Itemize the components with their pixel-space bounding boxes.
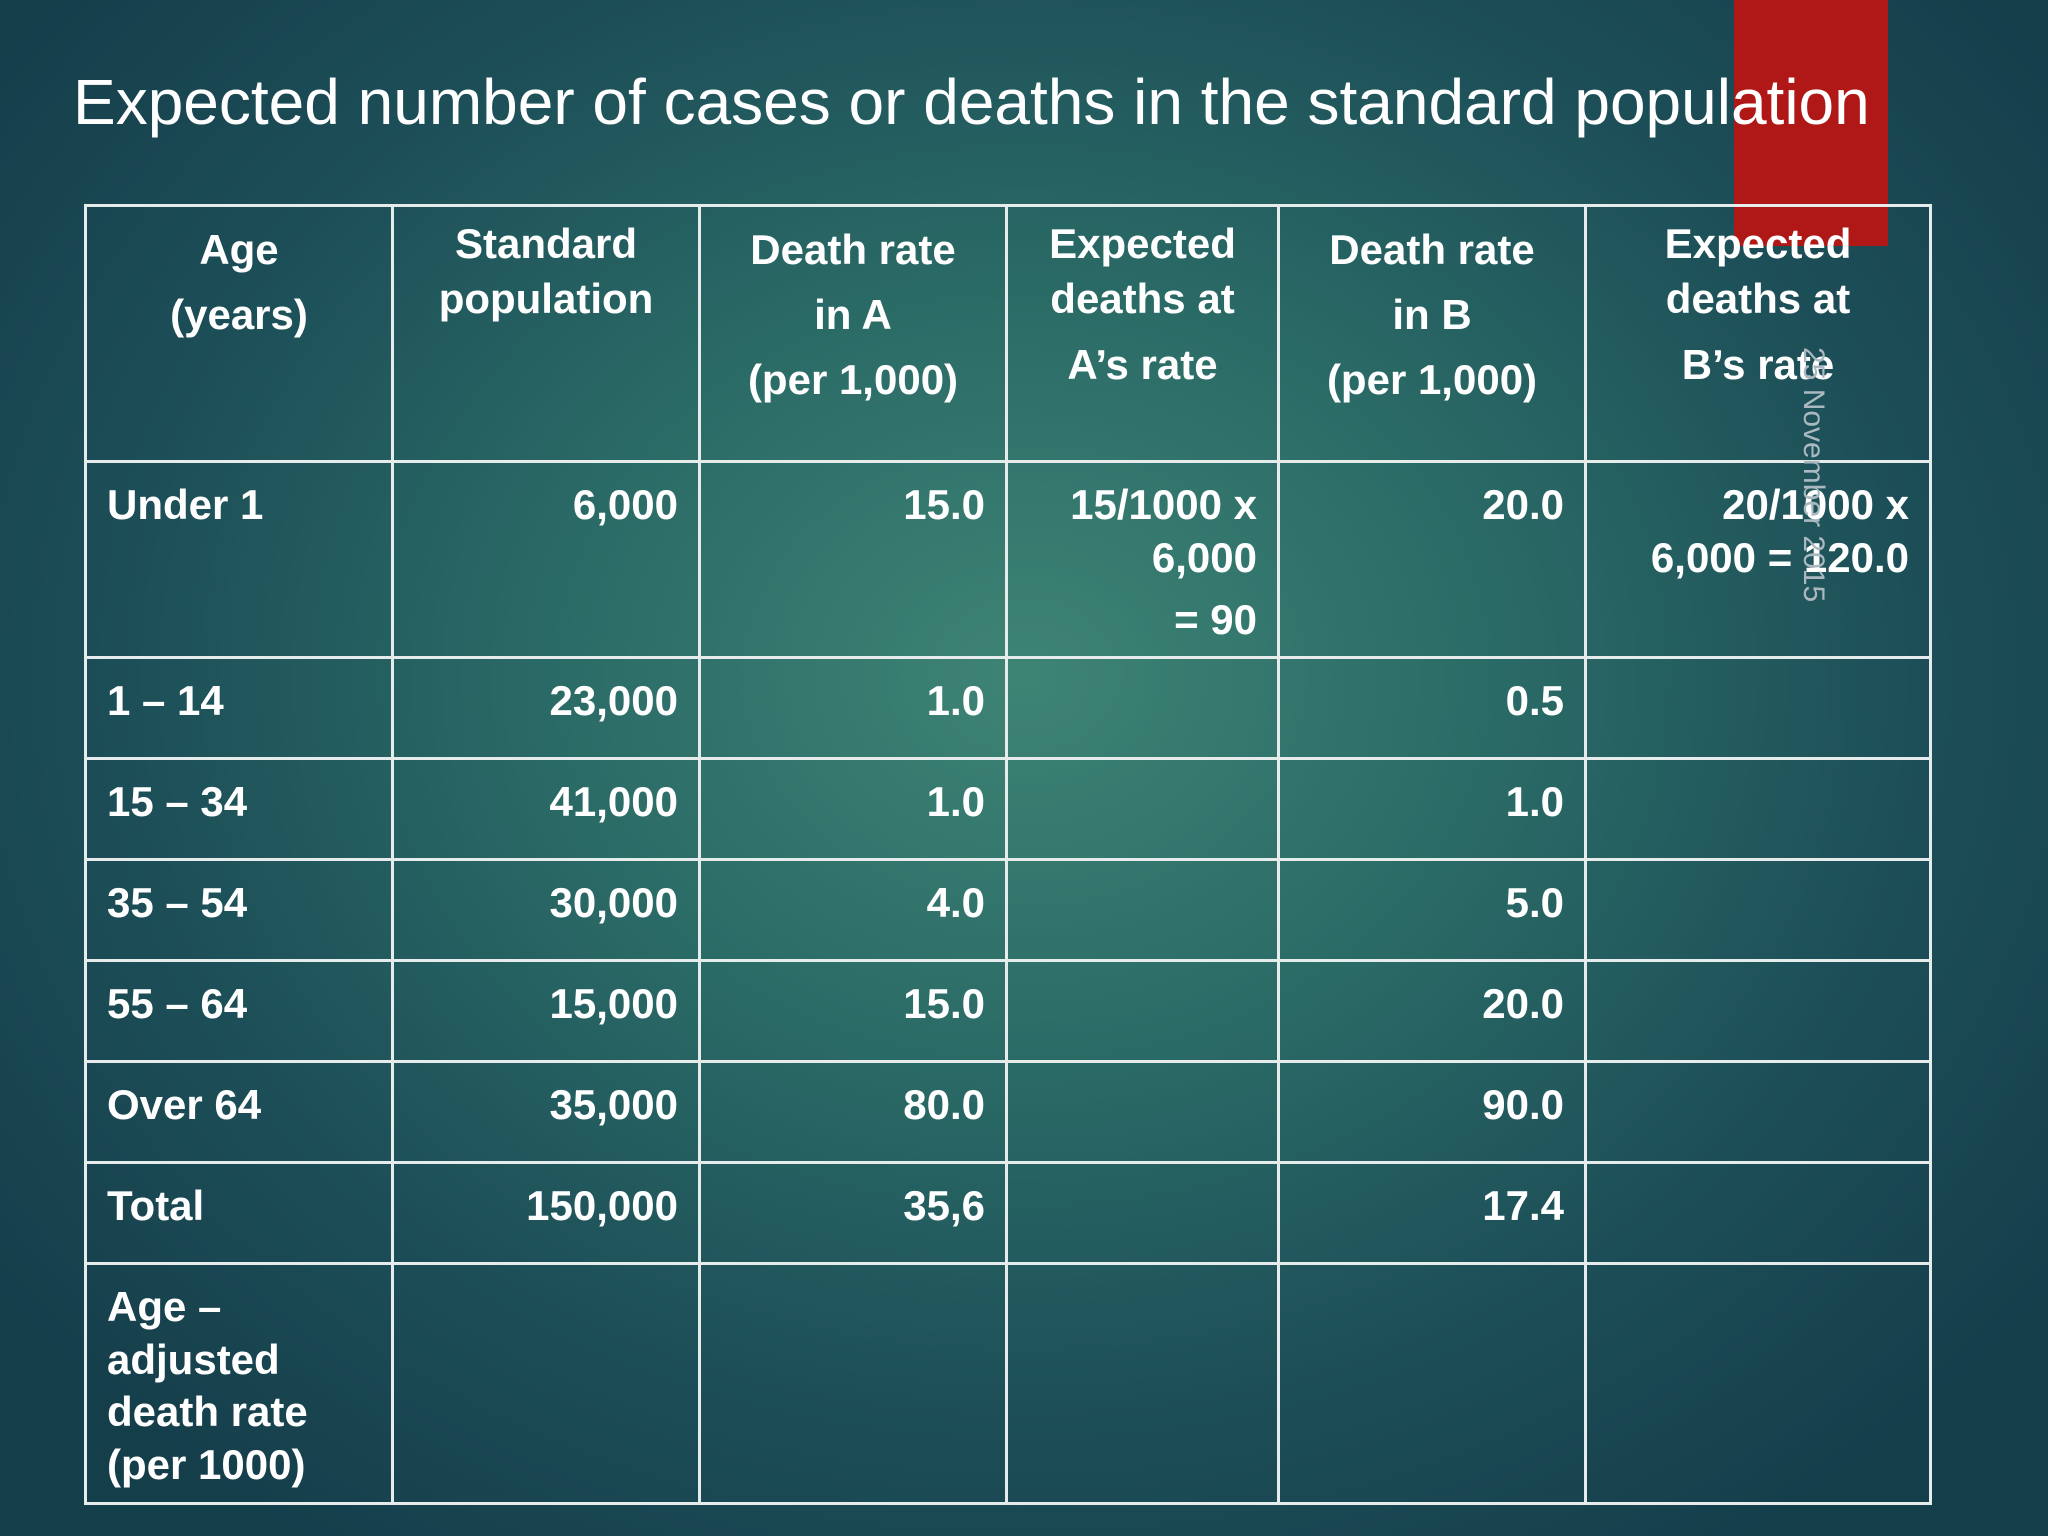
header-expected-deaths-a: Expected deaths at A’s rate [1005,204,1280,463]
expected-a-line-3: = 90 [1174,596,1257,643]
rate-b-cell: 5.0 [1277,858,1587,962]
population-cell: 15,000 [391,959,701,1063]
expected-b-line-1: 20/1000 x [1722,481,1909,528]
expected-b-cell [1584,656,1932,760]
rate-a-cell: 4.0 [698,858,1008,962]
population-cell [391,1262,701,1505]
expected-a-cell: 15/1000 x 6,000 = 90 [1005,460,1280,659]
age-cell: 15 – 34 [84,757,394,861]
age-cell: Over 64 [84,1060,394,1164]
rate-a-cell: 35,6 [698,1161,1008,1265]
rate-a-cell: 80.0 [698,1060,1008,1164]
table-row: 1 – 14 23,000 1.0 0.5 [84,656,1932,760]
population-cell: 150,000 [391,1161,701,1265]
standardization-table: Age (years) Standard population Death ra… [84,204,1932,1505]
expected-b-cell: 20/1000 x 6,000 = 120.0 [1584,460,1932,659]
expected-b-cell [1584,757,1932,861]
table-row: 15 – 34 41,000 1.0 1.0 [84,757,1932,861]
age-cell: Under 1 [84,460,394,659]
age-cell: 1 – 14 [84,656,394,760]
header-death-rate-a: Death rate in A (per 1,000) [698,204,1008,463]
expected-b-cell [1584,858,1932,962]
adjusted-label-line-4: (per 1000) [107,1440,306,1488]
header-expected-b-line-1: Expected [1664,220,1852,267]
adjusted-label-line-1: Age – [107,1283,222,1330]
expected-a-cell [1005,1161,1280,1265]
population-cell: 6,000 [391,460,701,659]
expected-a-cell [1005,858,1280,962]
rate-b-cell: 17.4 [1277,1161,1587,1265]
rate-b-cell: 20.0 [1277,959,1587,1063]
header-standard-population: Standard population [391,204,701,463]
expected-b-cell [1584,1262,1932,1505]
age-cell: Total [84,1161,394,1265]
expected-b-line-2: 6,000 = 120.0 [1650,533,1909,581]
expected-a-cell [1005,757,1280,861]
expected-a-line-2: 6,000 [1151,533,1257,581]
total-row: Total 150,000 35,6 17.4 [84,1161,1932,1265]
header-rate-b-line-2: in B [1392,291,1472,339]
rate-b-cell: 20.0 [1277,460,1587,659]
age-adjusted-label: Age – adjusted death rate (per 1000) [84,1262,394,1505]
age-cell: 55 – 64 [84,959,394,1063]
population-cell: 35,000 [391,1060,701,1164]
rate-a-cell: 15.0 [698,460,1008,659]
header-expected-deaths-b: Expected deaths at B’s rate [1584,204,1932,463]
rate-b-cell: 1.0 [1277,757,1587,861]
header-rate-b-line-1: Death rate [1329,226,1535,273]
expected-a-cell [1005,1060,1280,1164]
expected-a-line-1: 15/1000 x [1070,481,1257,528]
header-rate-a-line-3: (per 1,000) [747,356,959,404]
header-expected-a-line-2: deaths at [1050,274,1235,322]
expected-b-cell [1584,1060,1932,1164]
rate-b-cell: 90.0 [1277,1060,1587,1164]
header-rate-b-line-3: (per 1,000) [1326,356,1538,404]
population-cell: 41,000 [391,757,701,861]
rate-a-cell: 1.0 [698,757,1008,861]
adjusted-label-line-3: death rate [107,1388,308,1435]
rate-a-cell: 1.0 [698,656,1008,760]
header-death-rate-b: Death rate in B (per 1,000) [1277,204,1587,463]
rate-b-cell: 0.5 [1277,656,1587,760]
header-expected-a-line-3: A’s rate [1067,341,1218,389]
expected-b-cell [1584,959,1932,1063]
rate-a-cell: 15.0 [698,959,1008,1063]
table-row: 55 – 64 15,000 15.0 20.0 [84,959,1932,1063]
expected-a-cell [1005,1262,1280,1505]
table-row: Under 1 6,000 15.0 15/1000 x 6,000 = 90 … [84,460,1932,659]
header-population-line-1: Standard [454,220,638,267]
expected-b-cell [1584,1161,1932,1265]
header-rate-a-line-2: in A [814,291,892,339]
rate-a-cell [698,1262,1008,1505]
expected-a-cell [1005,656,1280,760]
population-cell: 30,000 [391,858,701,962]
header-expected-a-line-1: Expected [1049,220,1236,267]
header-age-line-2: (years) [170,291,308,339]
header-age: Age (years) [84,204,394,463]
table-row: Over 64 35,000 80.0 90.0 [84,1060,1932,1164]
header-age-line-1: Age [199,226,279,273]
header-population-line-2: population [438,274,654,322]
date-stamp: 25 November 2015 [1797,347,1830,603]
rate-b-cell [1277,1262,1587,1505]
table-row: 35 – 54 30,000 4.0 5.0 [84,858,1932,962]
slide-title: Expected number of cases or deaths in th… [73,66,1870,138]
adjusted-label-line-2: adjusted [107,1335,280,1383]
age-adjusted-row: Age – adjusted death rate (per 1000) [84,1262,1932,1505]
population-cell: 23,000 [391,656,701,760]
expected-a-cell [1005,959,1280,1063]
header-expected-b-line-3: B’s rate [1681,341,1835,389]
header-row: Age (years) Standard population Death ra… [84,204,1932,463]
header-expected-b-line-2: deaths at [1665,274,1851,322]
header-rate-a-line-1: Death rate [750,226,956,273]
age-cell: 35 – 54 [84,858,394,962]
